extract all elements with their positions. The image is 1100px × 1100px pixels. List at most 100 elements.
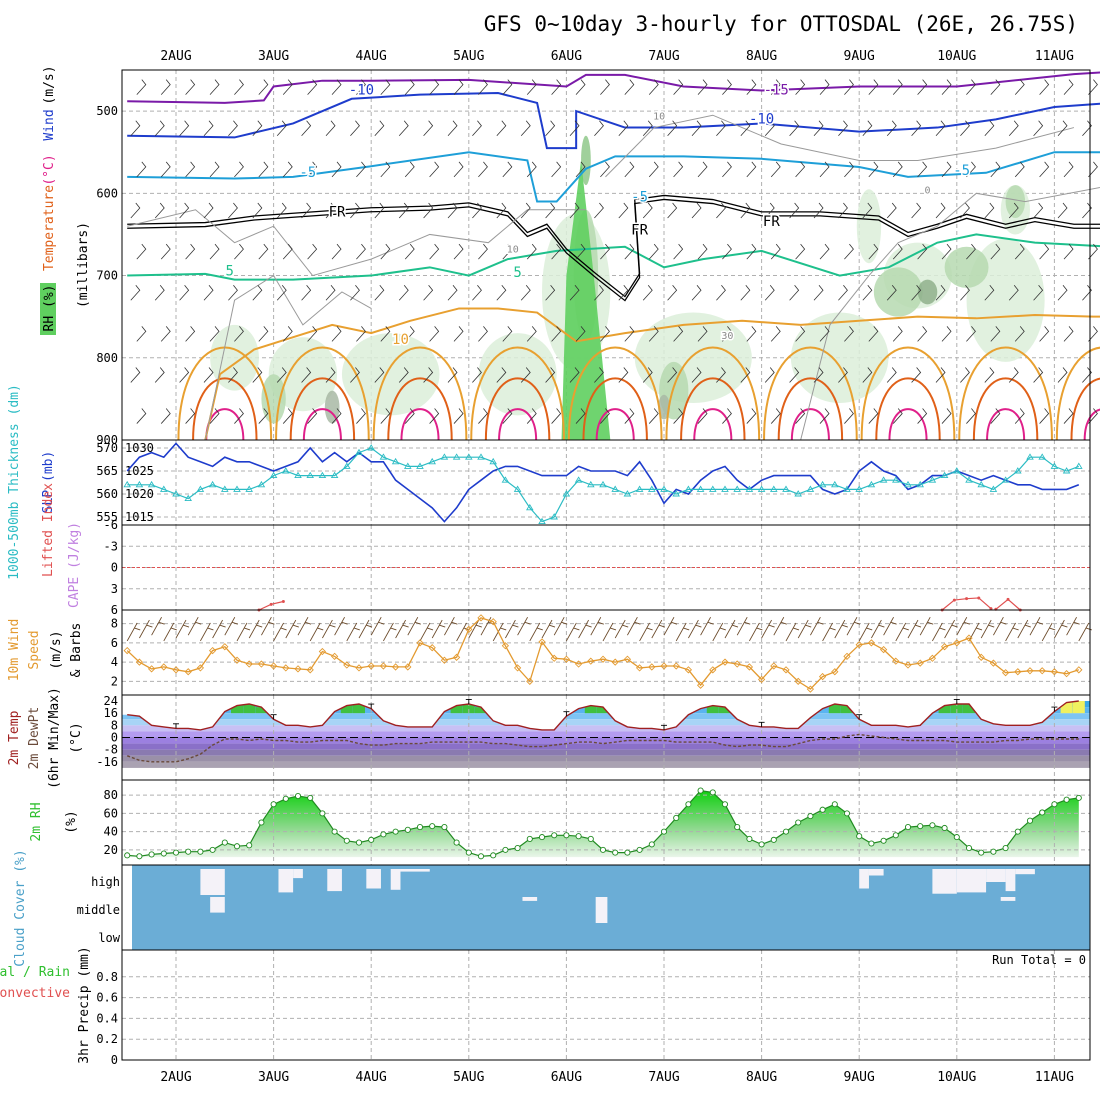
wind-speed-point [782, 666, 790, 674]
pressure-tick-label: 800 [96, 351, 118, 365]
slp-axis-label: SLP (mb) [41, 451, 56, 514]
wind-speed-point [843, 652, 851, 660]
temperature-contour [289, 377, 356, 441]
date-label-bottom: 7AUG [648, 1070, 679, 1085]
wind-barb [624, 326, 635, 342]
wind-barb [154, 120, 165, 137]
wind-barb-10m [919, 616, 934, 636]
contour-label: 10 [392, 332, 409, 348]
temperature-contour [387, 377, 453, 441]
wind-barb [966, 161, 976, 178]
wind-barb [941, 161, 952, 178]
wind-barb-10m [139, 619, 153, 639]
wind-barb [746, 243, 757, 260]
temperature-peak-fill [963, 704, 975, 714]
thickness-point [269, 471, 278, 479]
wind-speed-point [526, 677, 534, 686]
wind-barb [618, 284, 629, 301]
wind-speed-point [721, 658, 729, 666]
minmax-marker [465, 699, 472, 705]
wind-barb [892, 79, 903, 95]
rh-shading [658, 394, 670, 420]
temperature-peak-fill [255, 707, 268, 714]
cloud-gap [366, 869, 381, 889]
thickness-tick-label: 570 [96, 441, 118, 455]
minmax-axis-label: (6hr Min/Max) [47, 687, 62, 789]
temperature-contour [763, 346, 858, 441]
wind-barb [838, 120, 848, 137]
wind-barb [551, 243, 562, 260]
wind-barb [862, 202, 873, 219]
wind-barb-10m [419, 622, 434, 642]
wind-barb [282, 243, 293, 260]
thickness-point [526, 503, 534, 511]
wind-barb [642, 202, 653, 219]
wind-barb [307, 408, 318, 424]
wind-barb [1014, 161, 1025, 178]
wind-speed-line [126, 617, 1079, 690]
wind-barb [575, 408, 586, 424]
wind-barb [838, 284, 848, 301]
wind-barb [1033, 284, 1044, 301]
wind-barb [911, 120, 922, 137]
rh-point [416, 824, 424, 831]
thickness-point [257, 480, 266, 488]
contour-label: 5 [513, 265, 521, 281]
wind-barb [722, 408, 732, 424]
wind-barb-10m [895, 622, 909, 642]
wind-barb [1014, 326, 1025, 342]
wind-barb [331, 243, 342, 260]
wind-barb [764, 120, 775, 137]
wind-barb [252, 202, 263, 219]
wind-barb [624, 79, 635, 95]
wind-barb [160, 408, 171, 424]
wind-barb [746, 408, 757, 424]
slp-tick-label: 1020 [125, 487, 154, 501]
wind-barb [1008, 367, 1019, 383]
wind-barb [1039, 79, 1050, 95]
wind-barb [258, 243, 269, 260]
wind-speed-point [379, 662, 388, 670]
wind-barb [179, 202, 190, 219]
wind-barb [746, 79, 757, 95]
pressure-tick-label: 600 [96, 186, 118, 200]
wind-barb [886, 284, 897, 301]
temperature-mask [122, 695, 1090, 730]
wind-speed-point [245, 660, 253, 668]
rh-point [624, 849, 631, 856]
wind-barb [228, 202, 238, 219]
rh-point [429, 823, 436, 830]
wind-barb [398, 367, 409, 383]
date-label-bottom: 8AUG [746, 1070, 777, 1085]
wind-axis-label: Wind [42, 109, 57, 140]
wind-speed-point [208, 646, 217, 655]
wind-barb [258, 79, 269, 95]
wind-speed-point [233, 656, 241, 664]
thickness-point [879, 476, 888, 483]
wind-barb [526, 408, 537, 424]
temperature-contour [567, 346, 663, 441]
wind-barb [234, 243, 244, 260]
lifted-index-point [269, 602, 273, 606]
date-label-bottom: 5AUG [453, 1070, 484, 1085]
wind-barb [990, 408, 1001, 424]
wind-barb [966, 408, 976, 424]
wind-barb-10m [858, 622, 873, 642]
wind-speed-point [465, 625, 473, 634]
wind-barb [282, 326, 293, 342]
wind-barb [819, 326, 830, 342]
wind-barb [331, 408, 342, 424]
wind-barb [130, 284, 141, 301]
cloud-gap [522, 897, 538, 901]
wind-speed-point [318, 647, 327, 656]
wind-barb-10m [285, 619, 299, 639]
wind-barb [404, 161, 415, 178]
wind-barb [819, 161, 830, 178]
run-total-annotation: Run Total = 0 [992, 953, 1086, 967]
date-label-bottom: 11AUG [1035, 1070, 1074, 1085]
wind-barb [398, 120, 409, 137]
rh-point [1002, 845, 1009, 852]
temperature-unit-label: (°C) [69, 722, 84, 753]
wind-barb [966, 243, 976, 260]
rh-point [355, 839, 363, 846]
